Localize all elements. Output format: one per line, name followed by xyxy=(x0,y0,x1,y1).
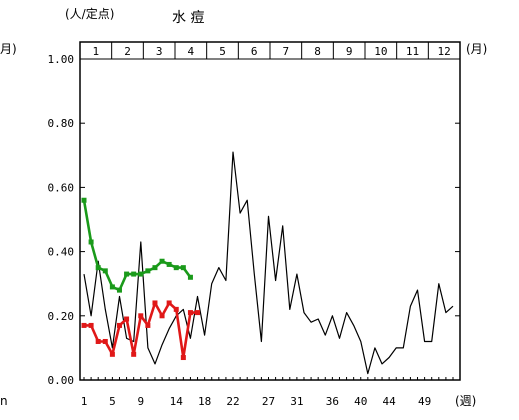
series-point xyxy=(159,313,165,319)
y-unit-label: (人/定点) xyxy=(65,6,114,21)
series-point xyxy=(138,271,144,277)
chart-title: 水 痘 xyxy=(172,10,204,26)
series-point xyxy=(145,268,151,274)
x-tick-label: 22 xyxy=(226,395,239,408)
month-label: 1 xyxy=(93,45,100,58)
series-point xyxy=(145,322,151,328)
series-point xyxy=(116,322,122,328)
series-point xyxy=(88,239,94,245)
month-label: 7 xyxy=(283,45,290,58)
x-tick-label: 27 xyxy=(262,395,275,408)
x-tick-label: 44 xyxy=(383,395,397,408)
month-label-left: 月) xyxy=(0,42,17,56)
x-tick-label: 49 xyxy=(418,395,431,408)
x-tick-label: 5 xyxy=(109,395,116,408)
y-tick-label: 1.00 xyxy=(48,53,75,66)
month-label: 3 xyxy=(156,45,163,58)
x-tick-label: 14 xyxy=(170,395,184,408)
series-point xyxy=(152,300,158,306)
month-label: 10 xyxy=(374,45,387,58)
y-tick-label: 0.00 xyxy=(48,374,75,387)
series-layer xyxy=(81,151,454,375)
y-tick-label: 0.80 xyxy=(48,117,75,130)
month-label: 6 xyxy=(251,45,258,58)
series-point xyxy=(173,265,179,271)
series-point xyxy=(88,322,94,328)
left-edge-mark: n xyxy=(0,394,8,408)
series-point xyxy=(159,258,165,264)
week-label: (週) xyxy=(455,394,476,408)
series-point xyxy=(81,197,87,203)
y-tick-label: 0.40 xyxy=(48,246,75,259)
series-point xyxy=(173,306,179,312)
series-point xyxy=(138,313,144,319)
series-line xyxy=(82,199,192,292)
series-point xyxy=(109,284,115,290)
series-point xyxy=(102,338,108,344)
series-point xyxy=(109,351,115,357)
series-point xyxy=(116,287,122,293)
series-point xyxy=(152,265,158,271)
month-label: 11 xyxy=(406,45,419,58)
month-label: 8 xyxy=(314,45,321,58)
x-tick-label: 36 xyxy=(326,395,339,408)
series-point xyxy=(195,310,201,316)
plot-frame xyxy=(79,41,461,381)
series-point xyxy=(102,268,108,274)
x-tick-label: 31 xyxy=(290,395,303,408)
x-axis: 1 5 9 14 18 22 27 31 36 40 44 49 xyxy=(81,377,454,408)
series-point xyxy=(95,338,101,344)
series-point xyxy=(166,300,172,306)
series-point xyxy=(180,355,186,361)
month-label: 9 xyxy=(346,45,353,58)
x-tick-label: 18 xyxy=(198,395,211,408)
month-label: 12 xyxy=(438,45,451,58)
month-label: 5 xyxy=(219,45,226,58)
month-label: 2 xyxy=(124,45,131,58)
series-point xyxy=(124,316,130,322)
x-tick-label: 40 xyxy=(354,395,367,408)
series-point xyxy=(187,310,193,316)
month-label-right: (月) xyxy=(466,42,487,56)
series-point xyxy=(95,265,101,271)
series-point xyxy=(166,261,172,267)
x-tick-label: 9 xyxy=(137,395,144,408)
series-point xyxy=(131,351,137,357)
y-tick-label: 0.20 xyxy=(48,310,75,323)
y-tick-label: 0.60 xyxy=(48,181,75,194)
series-point xyxy=(187,274,193,280)
month-band: 1 2 3 4 5 6 7 8 9 10 11 12 xyxy=(93,42,451,59)
series-point xyxy=(180,265,186,271)
series-point xyxy=(131,271,137,277)
series-point xyxy=(124,271,130,277)
series-line xyxy=(83,151,454,375)
month-label: 4 xyxy=(188,45,195,58)
x-tick-label: 1 xyxy=(81,395,88,408)
series-point xyxy=(81,322,87,328)
y-axis: 0.00 0.20 0.40 0.60 0.80 1.00 xyxy=(48,53,460,387)
